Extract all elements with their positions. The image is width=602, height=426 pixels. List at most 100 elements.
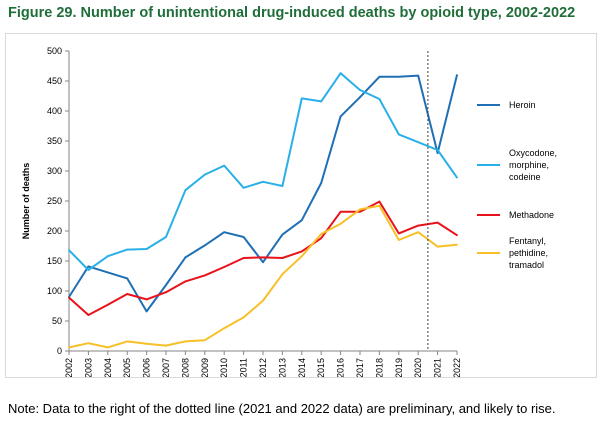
data-point <box>397 239 400 241</box>
data-point <box>359 208 361 211</box>
data-point <box>262 261 264 264</box>
x-tick-label: 2009 <box>200 358 210 377</box>
x-tick-label: 2019 <box>394 358 404 377</box>
data-point <box>223 266 226 268</box>
data-point <box>203 274 206 277</box>
x-tick-label: 2008 <box>180 358 190 377</box>
line-chart: 0 50 100 150 200 250 300 350 400 450 500 Number of … <box>21 46 557 377</box>
data-point <box>281 273 284 276</box>
data-point <box>339 115 342 118</box>
data-point <box>126 248 129 251</box>
data-point <box>126 340 129 343</box>
data-point <box>203 339 206 342</box>
data-point <box>300 97 303 100</box>
figure-note: Note: Data to the right of the dotted li… <box>8 401 556 416</box>
data-point <box>359 89 361 91</box>
data-point <box>165 291 167 294</box>
legend-label: tramadol <box>509 260 544 270</box>
y-axis: 0 50 100 150 200 250 300 350 400 450 500 Number of … <box>21 46 70 356</box>
x-tick-label: 2003 <box>83 358 93 377</box>
data-point <box>417 141 420 144</box>
legend-label: morphine, <box>509 160 549 170</box>
y-tick-label: 0 <box>57 346 62 356</box>
x-tick-label: 2018 <box>374 358 384 377</box>
data-point <box>184 189 187 192</box>
data-point <box>436 152 439 154</box>
data-point <box>378 98 381 100</box>
legend-item: Heroin <box>477 100 536 110</box>
chart-area: 0 50 100 150 200 250 300 350 400 450 500 Number of … <box>5 33 597 378</box>
y-tick-label: 400 <box>47 106 62 116</box>
y-tick-label: 150 <box>47 256 62 266</box>
data-point <box>87 269 90 271</box>
data-point <box>106 255 109 258</box>
data-point <box>378 204 381 207</box>
data-point <box>106 346 109 349</box>
legend-item: Fentanyl, pethidine, tramadol <box>477 236 548 270</box>
legend-item: Methadone <box>477 210 554 220</box>
y-tick-label: 250 <box>47 196 62 206</box>
data-point <box>145 342 148 345</box>
x-tick-label: 2006 <box>142 358 152 377</box>
data-point <box>378 200 381 203</box>
y-tick-label: 200 <box>47 226 62 236</box>
data-point <box>456 234 458 237</box>
data-point <box>339 210 342 213</box>
figure-title: Figure 29. Number of unintentional drug-… <box>8 5 576 21</box>
data-point <box>223 164 226 167</box>
y-tick-label: 500 <box>47 46 62 56</box>
data-point <box>456 74 458 76</box>
data-point <box>359 96 361 99</box>
x-tick-label: 2020 <box>413 358 423 377</box>
x-tick-label: 2015 <box>316 358 326 377</box>
data-point <box>242 257 245 259</box>
x-tick-label: 2011 <box>239 358 249 377</box>
data-point <box>68 296 70 299</box>
data-point <box>281 257 284 259</box>
data-point <box>203 244 206 247</box>
data-point <box>320 100 323 103</box>
data-point <box>262 256 264 259</box>
data-point <box>106 303 109 306</box>
data-point <box>145 248 148 250</box>
data-point <box>87 265 90 268</box>
data-point <box>165 236 167 238</box>
legend-label: pethidine, <box>509 248 548 258</box>
x-tick-label: 2017 <box>355 358 365 377</box>
legend-label: codeine <box>509 172 541 182</box>
x-tick-label: 2014 <box>297 358 307 377</box>
data-point <box>397 133 400 136</box>
y-axis-title: Number of deaths <box>21 163 31 240</box>
data-point <box>378 75 381 78</box>
data-point <box>87 342 90 345</box>
data-point <box>165 344 167 347</box>
data-point <box>320 182 323 184</box>
data-point <box>436 221 439 224</box>
series-line-heroin <box>68 74 458 313</box>
x-tick-label: 2021 <box>433 358 443 377</box>
data-point <box>300 250 303 253</box>
x-tick-label: 2016 <box>336 358 346 377</box>
legend: Heroin Oxycodone, morphine, codeine Methadon… <box>477 100 557 270</box>
data-point <box>300 219 303 222</box>
data-point <box>339 222 342 225</box>
data-point <box>184 340 187 343</box>
data-point <box>184 280 187 283</box>
data-point <box>242 186 245 189</box>
data-point <box>184 256 187 259</box>
data-point <box>126 277 129 280</box>
data-point <box>456 176 458 179</box>
data-point <box>223 231 226 234</box>
data-point <box>417 231 420 234</box>
data-point <box>126 293 129 295</box>
data-point <box>262 180 264 183</box>
y-tick-label: 50 <box>52 316 62 326</box>
data-point <box>436 245 439 248</box>
data-point <box>223 327 226 330</box>
y-tick-label: 300 <box>47 166 62 176</box>
series-layer <box>68 72 458 349</box>
x-tick-label: 2005 <box>122 358 132 377</box>
data-point <box>242 236 245 238</box>
x-tick-label: 2022 <box>452 358 462 377</box>
x-axis: 2002 2003 2004 2005 2006 2007 2008 2009 2010 2011… <box>64 350 462 377</box>
